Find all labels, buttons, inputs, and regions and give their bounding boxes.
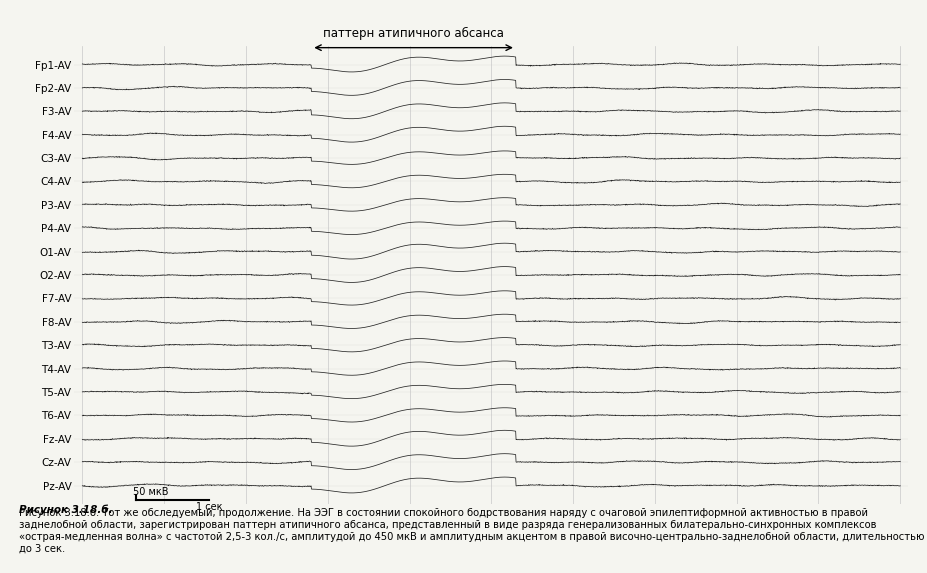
Text: 50 мкВ: 50 мкВ [133, 487, 169, 497]
Text: паттерн атипичного абсанса: паттерн атипичного абсанса [324, 27, 504, 40]
Text: Рисунок 3.18.б.: Рисунок 3.18.б. [19, 504, 116, 515]
Text: Рисунок 3.18.б. Тот же обследуемый, продолжение. На ЭЭГ в состоянии спокойного б: Рисунок 3.18.б. Тот же обследуемый, прод… [19, 508, 924, 553]
Text: 1 сек: 1 сек [196, 502, 222, 512]
